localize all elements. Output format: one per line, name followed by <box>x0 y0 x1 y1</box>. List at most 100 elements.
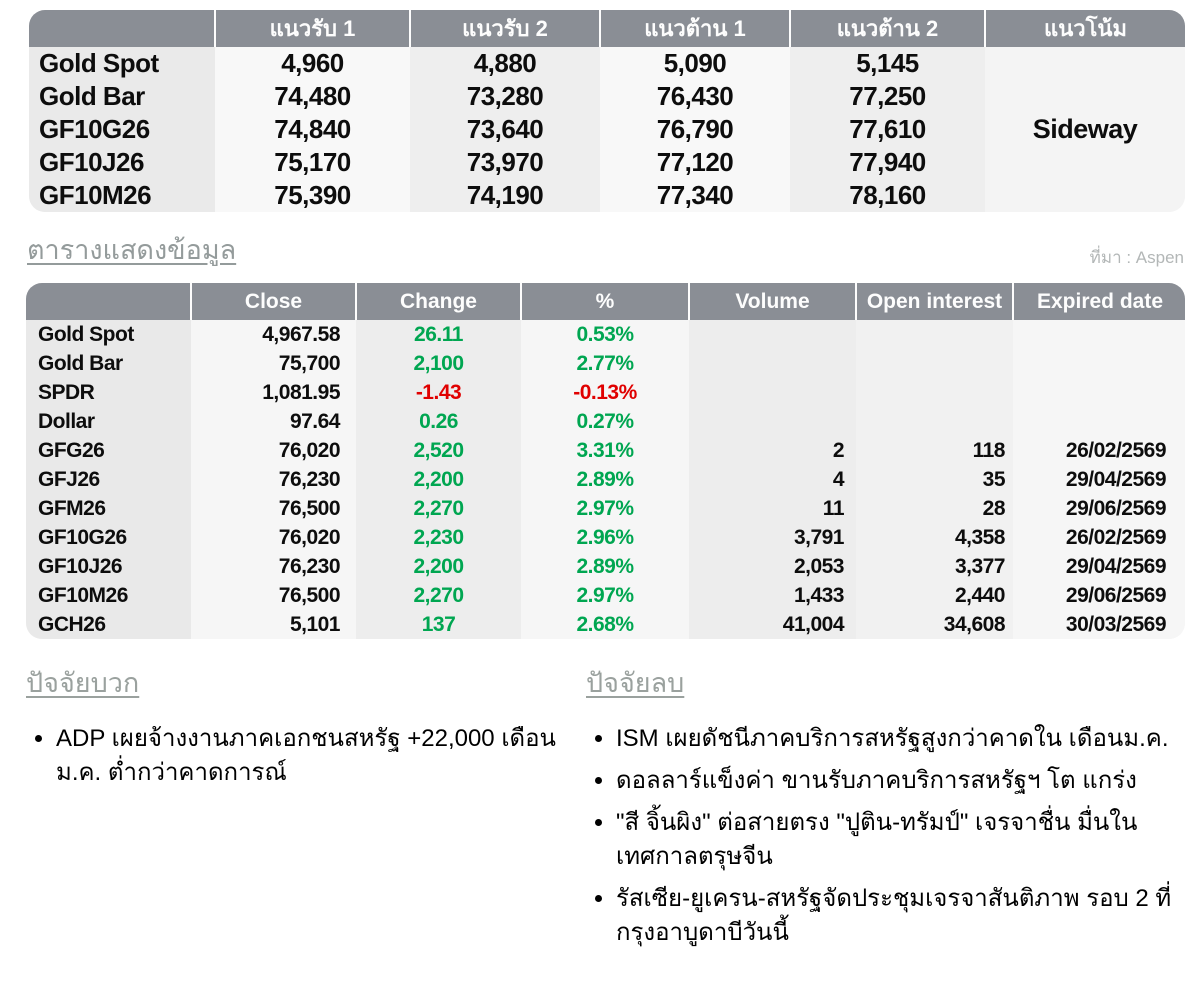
close-value: 1,081.95 <box>191 378 356 407</box>
factors-section: ปัจจัยบวก ADP เผยจ้างงานภาคเอกชนสหรัฐ +2… <box>22 661 1190 958</box>
table-row: Gold Bar 74,480 73,280 76,430 77,250 <box>29 80 1185 113</box>
volume-value: 2 <box>689 436 856 465</box>
expired-date-value: 29/04/2569 <box>1013 552 1185 581</box>
market-header-3: % <box>521 283 690 320</box>
volume-value <box>689 349 856 378</box>
negative-factors-title: ปัจจัยลบ <box>586 668 685 698</box>
resistance-2-value: 5,145 <box>790 47 985 80</box>
market-table-header: Close Change% Volume Open interest Expired d… <box>26 283 1185 320</box>
instrument-name: GF10J26 <box>26 552 191 581</box>
table-row: Gold Bar 75,700 2,100 2.77% <box>26 349 1185 378</box>
support-table-body: Gold Spot 4,960 4,880 5,090 5,145 Sideway Gold… <box>29 47 1185 212</box>
market-header-5: Open interest <box>856 283 1014 320</box>
table-row: GF10J26 75,170 73,970 77,120 77,940 <box>29 146 1185 179</box>
instrument-name: GF10G26 <box>29 113 215 146</box>
open-interest-value: 4,358 <box>856 523 1013 552</box>
market-header-0 <box>26 283 192 320</box>
expired-date-value: 29/04/2569 <box>1013 465 1185 494</box>
change-value: 0.26 <box>356 407 521 436</box>
support-resistance-table: แนวรับ 1 แนวรับ 2 แนวต้าน 1 แนวต้าน 2 แนวโน้… <box>29 10 1185 212</box>
expired-date-value: 26/02/2569 <box>1013 523 1185 552</box>
volume-value: 41,004 <box>689 610 856 639</box>
resistance-1-value: 77,340 <box>600 179 790 212</box>
open-interest-value <box>856 378 1013 407</box>
expired-date-value <box>1013 349 1185 378</box>
list-item: ISM เผยดัชนีภาคบริการสหรัฐสูงกว่าคาดใน เ… <box>616 722 1176 756</box>
change-value: 137 <box>356 610 521 639</box>
header-row: แนวรับ 1 แนวรับ 2 แนวต้าน 1 แนวต้าน 2 แนวโน้… <box>29 10 1185 47</box>
percent-change-value: 3.31% <box>521 436 689 465</box>
instrument-name: GFJ26 <box>26 465 191 494</box>
expired-date-value <box>1013 320 1185 349</box>
negative-factors-list: ISM เผยดัชนีภาคบริการสหรัฐสูงกว่าคาดใน เ… <box>582 722 1182 950</box>
volume-value <box>689 320 856 349</box>
positive-factors-title: ปัจจัยบวก <box>26 668 140 698</box>
support-header-3: แนวต้าน 1 <box>600 10 791 47</box>
instrument-name: GFG26 <box>26 436 191 465</box>
instrument-name: SPDR <box>26 378 191 407</box>
list-item: "สี จิ้นผิง" ต่อสายตรง "ปูติน-ทรัมป์" เจ… <box>616 806 1176 874</box>
open-interest-value: 118 <box>856 436 1013 465</box>
instrument-name: Dollar <box>26 407 191 436</box>
table-row: GFM26 76,500 2,270 2.97% 11 28 29/06/2569 <box>26 494 1185 523</box>
support-header-2: แนวรับ 2 <box>410 10 601 47</box>
table-row: Dollar 97.64 0.26 0.27% <box>26 407 1185 436</box>
instrument-name: GFM26 <box>26 494 191 523</box>
expired-date-value: 29/06/2569 <box>1013 494 1185 523</box>
resistance-2-value: 77,250 <box>790 80 985 113</box>
table-row: SPDR 1,081.95 -1.43 -0.13% <box>26 378 1185 407</box>
support-header-1: แนวรับ 1 <box>215 10 411 47</box>
caption-row: ตารางแสดงข้อมูล ที่มา : Aspen <box>27 228 1184 271</box>
instrument-name: Gold Spot <box>26 320 191 349</box>
change-value: 26.11 <box>356 320 521 349</box>
change-value: 2,200 <box>356 552 521 581</box>
close-value: 97.64 <box>191 407 356 436</box>
open-interest-value: 28 <box>856 494 1013 523</box>
close-value: 76,020 <box>191 523 356 552</box>
instrument-name: Gold Bar <box>29 80 215 113</box>
percent-change-value: 2.96% <box>521 523 689 552</box>
open-interest-value <box>856 407 1013 436</box>
table-row: GFG26 76,020 2,520 3.31% 2 118 26/02/2569 <box>26 436 1185 465</box>
open-interest-value: 2,440 <box>856 581 1013 610</box>
close-value: 76,230 <box>191 552 356 581</box>
close-value: 76,230 <box>191 465 356 494</box>
expired-date-value <box>1013 378 1185 407</box>
table-row: Gold Spot 4,960 4,880 5,090 5,145 Sideway <box>29 47 1185 212</box>
change-value: -1.43 <box>356 378 521 407</box>
open-interest-value: 34,608 <box>856 610 1013 639</box>
expired-date-value: 29/06/2569 <box>1013 581 1185 610</box>
volume-value <box>689 407 856 436</box>
market-header-1: Close <box>191 283 357 320</box>
support-2-value: 73,280 <box>410 80 600 113</box>
instrument-name: Gold Spot <box>29 47 215 80</box>
resistance-2-value: 78,160 <box>790 179 985 212</box>
table-row: GF10J26 76,230 2,200 2.89% 2,053 3,377 29/04/2… <box>26 552 1185 581</box>
support-table-header: แนวรับ 1 แนวรับ 2 แนวต้าน 1 แนวต้าน 2 แนวโน้… <box>29 10 1185 47</box>
close-value: 76,500 <box>191 494 356 523</box>
list-item: รัสเซีย-ยูเครน-สหรัฐจัดประชุมเจรจาสันติภ… <box>616 882 1176 950</box>
close-value: 76,020 <box>191 436 356 465</box>
list-item: ดอลลาร์แข็งค่า ขานรับภาคบริการสหรัฐฯ โต … <box>616 764 1176 798</box>
percent-change-value: 2.89% <box>521 552 689 581</box>
support-header-0 <box>29 10 216 47</box>
close-value: 5,101 <box>191 610 356 639</box>
list-item: ADP เผยจ้างงานภาคเอกชนสหรัฐ +22,000 เดือ… <box>56 722 561 790</box>
support-1-value: 4,960 <box>215 47 410 80</box>
market-header-6: Expired date <box>1013 283 1185 320</box>
percent-change-value: 2.89% <box>521 465 689 494</box>
percent-change-value: 2.77% <box>521 349 689 378</box>
market-data-table: Close Change% Volume Open interest Expired d… <box>26 283 1185 639</box>
instrument-name: GCH26 <box>26 610 191 639</box>
change-value: 2,100 <box>356 349 521 378</box>
data-table-title: ตารางแสดงข้อมูล <box>27 235 237 265</box>
volume-value: 11 <box>689 494 856 523</box>
support-2-value: 4,880 <box>410 47 600 80</box>
volume-value: 1,433 <box>689 581 856 610</box>
instrument-name: GF10M26 <box>29 179 215 212</box>
resistance-2-value: 77,610 <box>790 113 985 146</box>
percent-change-value: 2.68% <box>521 610 689 639</box>
instrument-name: GF10G26 <box>26 523 191 552</box>
expired-date-value: 30/03/2569 <box>1013 610 1185 639</box>
market-header-4: Volume <box>689 283 857 320</box>
